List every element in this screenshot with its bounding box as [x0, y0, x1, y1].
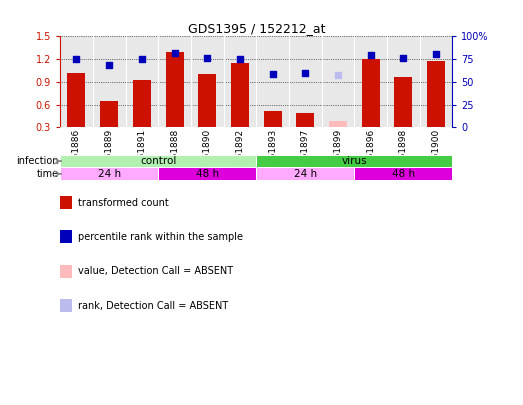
Bar — [394, 77, 412, 128]
Point — [105, 62, 113, 68]
Text: GSM61893: GSM61893 — [268, 129, 277, 178]
Text: virus: virus — [342, 156, 367, 166]
Bar — [60, 155, 256, 168]
Bar — [297, 113, 314, 128]
Title: GDS1395 / 152212_at: GDS1395 / 152212_at — [188, 22, 325, 35]
Text: GSM61886: GSM61886 — [72, 129, 81, 178]
Bar — [427, 61, 445, 128]
Bar — [198, 75, 216, 128]
Bar — [231, 63, 249, 128]
Bar — [100, 101, 118, 128]
Point — [432, 51, 440, 57]
Text: infection: infection — [16, 156, 59, 166]
Bar — [133, 80, 151, 128]
Text: 24 h: 24 h — [98, 169, 121, 179]
Text: control: control — [140, 156, 176, 166]
Text: GSM61900: GSM61900 — [431, 129, 440, 178]
Text: 24 h: 24 h — [294, 169, 317, 179]
Text: GSM61899: GSM61899 — [334, 129, 343, 178]
Bar — [60, 168, 158, 180]
Point — [203, 54, 211, 61]
Text: GSM61897: GSM61897 — [301, 129, 310, 178]
Text: GSM61889: GSM61889 — [105, 129, 113, 178]
Text: GSM61898: GSM61898 — [399, 129, 408, 178]
Text: time: time — [37, 169, 59, 179]
Text: percentile rank within the sample: percentile rank within the sample — [78, 232, 243, 242]
Text: value, Detection Call = ABSENT: value, Detection Call = ABSENT — [78, 266, 233, 276]
Point — [334, 72, 342, 78]
Text: GSM61892: GSM61892 — [235, 129, 244, 178]
Text: GSM61891: GSM61891 — [138, 129, 146, 178]
Text: 48 h: 48 h — [196, 169, 219, 179]
Text: GSM61890: GSM61890 — [203, 129, 212, 178]
Bar — [362, 59, 380, 128]
Bar — [67, 73, 85, 128]
Point — [301, 70, 310, 76]
Bar — [329, 122, 347, 128]
Bar — [166, 51, 184, 128]
Text: 48 h: 48 h — [392, 169, 415, 179]
Point — [399, 54, 407, 61]
Text: transformed count: transformed count — [78, 198, 169, 207]
Point — [367, 51, 375, 58]
Bar — [158, 168, 256, 180]
Text: GSM61888: GSM61888 — [170, 129, 179, 178]
Point — [236, 56, 244, 62]
Bar — [256, 155, 452, 168]
Point — [268, 71, 277, 78]
Text: GSM61896: GSM61896 — [366, 129, 375, 178]
Point — [170, 50, 179, 56]
Point — [138, 56, 146, 62]
Bar — [355, 168, 452, 180]
Point — [72, 56, 81, 62]
Bar — [264, 111, 281, 128]
Bar — [256, 168, 355, 180]
Text: rank, Detection Call = ABSENT: rank, Detection Call = ABSENT — [78, 301, 228, 311]
